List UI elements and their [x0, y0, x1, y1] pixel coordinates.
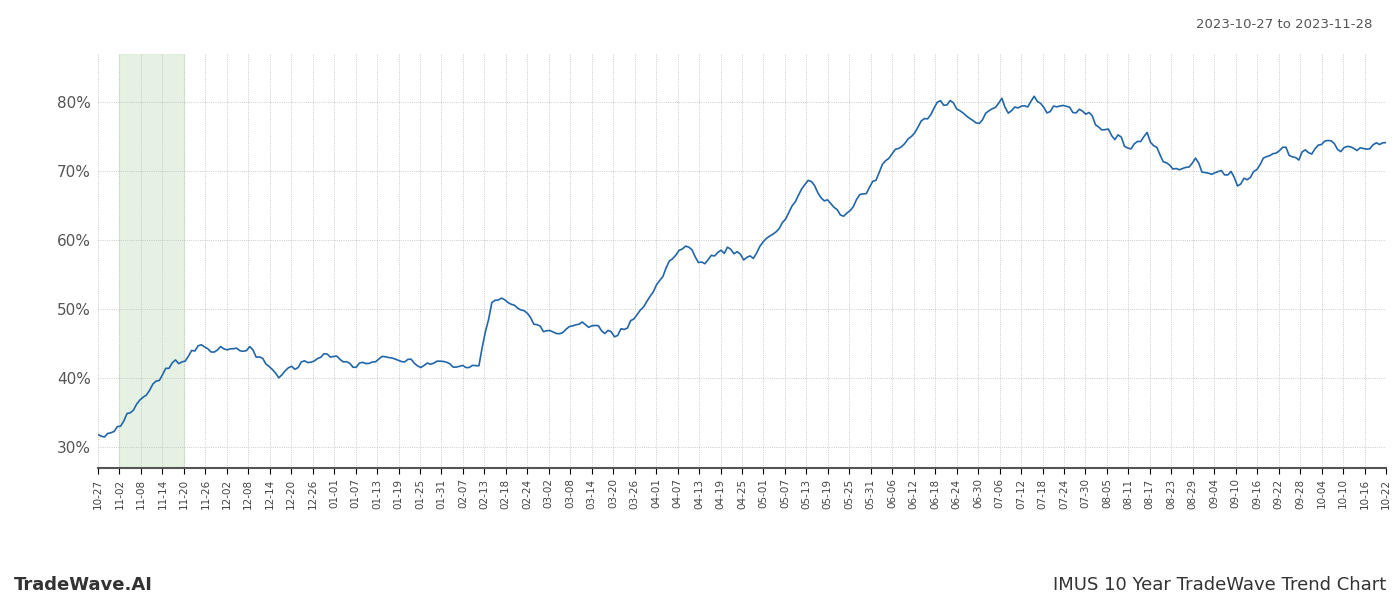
- Text: IMUS 10 Year TradeWave Trend Chart: IMUS 10 Year TradeWave Trend Chart: [1053, 576, 1386, 594]
- Text: TradeWave.AI: TradeWave.AI: [14, 576, 153, 594]
- Text: 2023-10-27 to 2023-11-28: 2023-10-27 to 2023-11-28: [1196, 18, 1372, 31]
- Bar: [119, 54, 183, 468]
